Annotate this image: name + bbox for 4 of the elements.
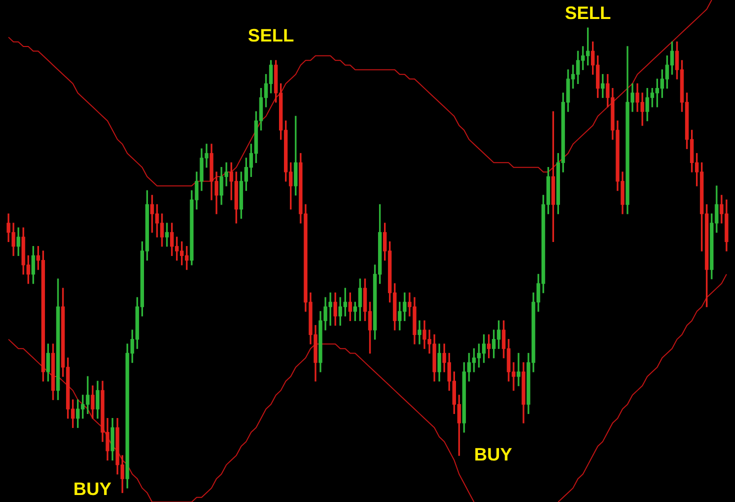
annotation: BUY bbox=[474, 444, 512, 464]
annotation: SELL bbox=[248, 25, 294, 46]
text: SELL bbox=[564, 2, 611, 23]
annotation: BUY bbox=[73, 478, 112, 499]
